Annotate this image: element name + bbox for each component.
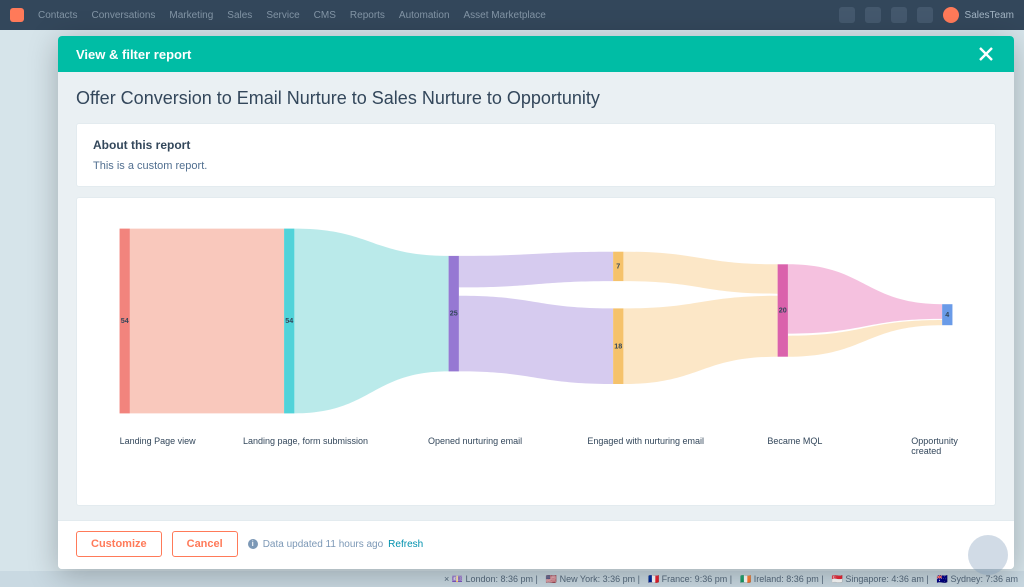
bg-nav-7: Automation: [399, 10, 450, 21]
modal-footer: Customize Cancel i Data updated 11 hours…: [58, 520, 1014, 569]
chart-card: 54 54 25 7 18 20 4 Landing Page view Landing pa…: [76, 197, 996, 506]
sankey-axis-labels: Landing Page view Landing page, form subm…: [99, 436, 973, 450]
bg-nav-0: Contacts: [38, 10, 77, 21]
status-item: 🇦🇺 Sydney: 7:36 am: [937, 574, 1018, 585]
customize-button[interactable]: Customize: [76, 531, 162, 557]
modal-header-title: View & filter report: [76, 47, 191, 62]
sankey-node-value: 20: [779, 306, 787, 315]
bg-nav-4: Service: [266, 10, 299, 21]
close-button[interactable]: [976, 44, 996, 64]
bg-nav-2: Marketing: [169, 10, 213, 21]
username: SalesTeam: [965, 10, 1014, 21]
sankey-chart: 54 54 25 7 18 20 4: [99, 216, 973, 426]
axis-label: Landing Page view: [120, 436, 196, 446]
hubspot-logo: [10, 8, 24, 22]
sankey-node-value: 7: [616, 261, 620, 270]
axis-label: Became MQL: [767, 436, 822, 446]
sankey-link: [459, 252, 613, 288]
axis-label: Landing page, form submission: [243, 436, 368, 446]
axis-label: Opportunity created: [911, 436, 973, 456]
sankey-node-value: 18: [614, 341, 622, 350]
bg-nav-6: Reports: [350, 10, 385, 21]
settings-icon: [917, 7, 933, 23]
bg-nav-8: Asset Marketplace: [464, 10, 546, 21]
notifications-icon: [891, 7, 907, 23]
status-item: × 💷 London: 8:36 pm |: [444, 574, 538, 585]
world-clock-statusbar: × 💷 London: 8:36 pm | 🇺🇸 New York: 3:36 …: [0, 571, 1024, 587]
sankey-link: [623, 252, 777, 294]
about-card: About this report This is a custom repor…: [76, 123, 996, 187]
bg-nav-5: CMS: [314, 10, 336, 21]
modal-body: Offer Conversion to Email Nurture to Sal…: [58, 72, 1014, 520]
status-item: 🇺🇸 New York: 3:36 pm |: [546, 574, 640, 585]
sankey-node-value: 54: [285, 316, 293, 325]
bg-nav-3: Sales: [227, 10, 252, 21]
info-icon: i: [248, 539, 258, 549]
search-icon: [839, 7, 855, 23]
view-filter-report-modal: View & filter report Offer Conversion to…: [58, 36, 1014, 569]
sankey-link: [459, 296, 613, 384]
marketplace-icon: [865, 7, 881, 23]
sankey-node-value: 4: [945, 310, 949, 319]
sankey-node-value: 25: [450, 309, 458, 318]
sankey-link: [623, 296, 777, 384]
close-icon: [979, 47, 993, 61]
sankey-node-value: 54: [121, 316, 129, 325]
bg-nav-1: Conversations: [91, 10, 155, 21]
avatar: [943, 7, 959, 23]
help-fab[interactable]: [968, 535, 1008, 575]
status-item: 🇮🇪 Ireland: 8:36 pm |: [740, 574, 824, 585]
axis-label: Engaged with nurturing email: [587, 436, 704, 446]
report-title: Offer Conversion to Email Nurture to Sal…: [76, 72, 996, 123]
about-body: This is a custom report.: [93, 160, 979, 172]
axis-label: Opened nurturing email: [428, 436, 522, 446]
status-item: 🇫🇷 France: 9:36 pm |: [648, 574, 732, 585]
updated-text: Data updated 11 hours ago: [263, 539, 383, 550]
sankey-link: [130, 229, 284, 414]
cancel-button[interactable]: Cancel: [172, 531, 238, 557]
data-updated-info: i Data updated 11 hours ago Refresh: [248, 539, 423, 550]
status-item: 🇸🇬 Singapore: 4:36 am |: [832, 574, 929, 585]
user-menu: SalesTeam: [943, 7, 1014, 23]
background-topbar: Contacts Conversations Marketing Sales S…: [0, 0, 1024, 30]
sankey-link: [294, 229, 448, 414]
refresh-link[interactable]: Refresh: [388, 539, 423, 550]
about-title: About this report: [93, 138, 979, 152]
modal-header: View & filter report: [58, 36, 1014, 72]
